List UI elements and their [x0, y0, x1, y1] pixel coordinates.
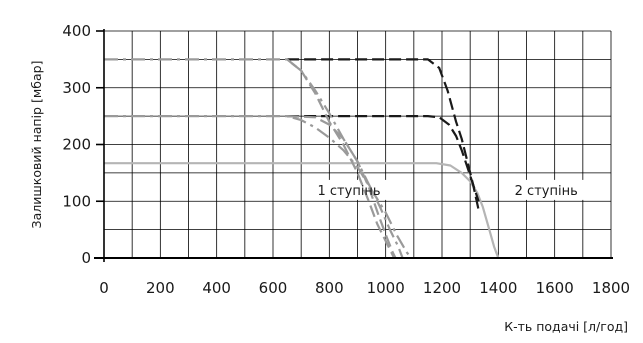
series-curve-5	[104, 115, 412, 259]
axes	[94, 29, 613, 262]
stage-label: 1 ступінь	[318, 184, 381, 199]
y-tick-label: 100	[62, 192, 91, 210]
series-curve-4	[104, 58, 404, 259]
y-tick-label: 200	[62, 136, 91, 154]
y-tick-label: 0	[81, 249, 91, 267]
x-tick-label: 400	[202, 279, 231, 297]
x-tick-label: 1000	[367, 279, 405, 297]
grid	[104, 30, 612, 258]
series-curve-6	[286, 58, 396, 259]
x-tick-label: 1400	[479, 279, 517, 297]
stage-label: 2 ступінь	[515, 184, 578, 199]
series-curve-2	[287, 58, 480, 211]
stage-label-background	[503, 179, 590, 200]
x-tick-label: 200	[146, 279, 175, 297]
y-tick-label: 300	[62, 79, 91, 97]
x-tick-label: 1200	[423, 279, 461, 297]
x-tick-label: 0	[99, 279, 109, 297]
x-tick-label: 1800	[592, 279, 630, 297]
series-layer	[104, 58, 500, 259]
x-tick-label: 600	[259, 279, 288, 297]
x-tick-label: 1600	[536, 279, 574, 297]
labels: 0 200 400 600 800 1000 1200 1400 1600 1800 0 100 200…	[29, 22, 630, 334]
x-tick-label: 800	[315, 279, 344, 297]
y-tick-label: 400	[62, 22, 91, 40]
y-axis-title: Залишковий напір [мбар]	[29, 61, 44, 229]
x-axis-title: К-ть подачі [л/год]	[504, 319, 628, 334]
series-curve-3	[287, 115, 480, 202]
series-curve-7	[287, 115, 397, 259]
